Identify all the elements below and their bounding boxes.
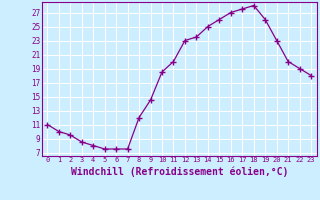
X-axis label: Windchill (Refroidissement éolien,°C): Windchill (Refroidissement éolien,°C)	[70, 166, 288, 177]
